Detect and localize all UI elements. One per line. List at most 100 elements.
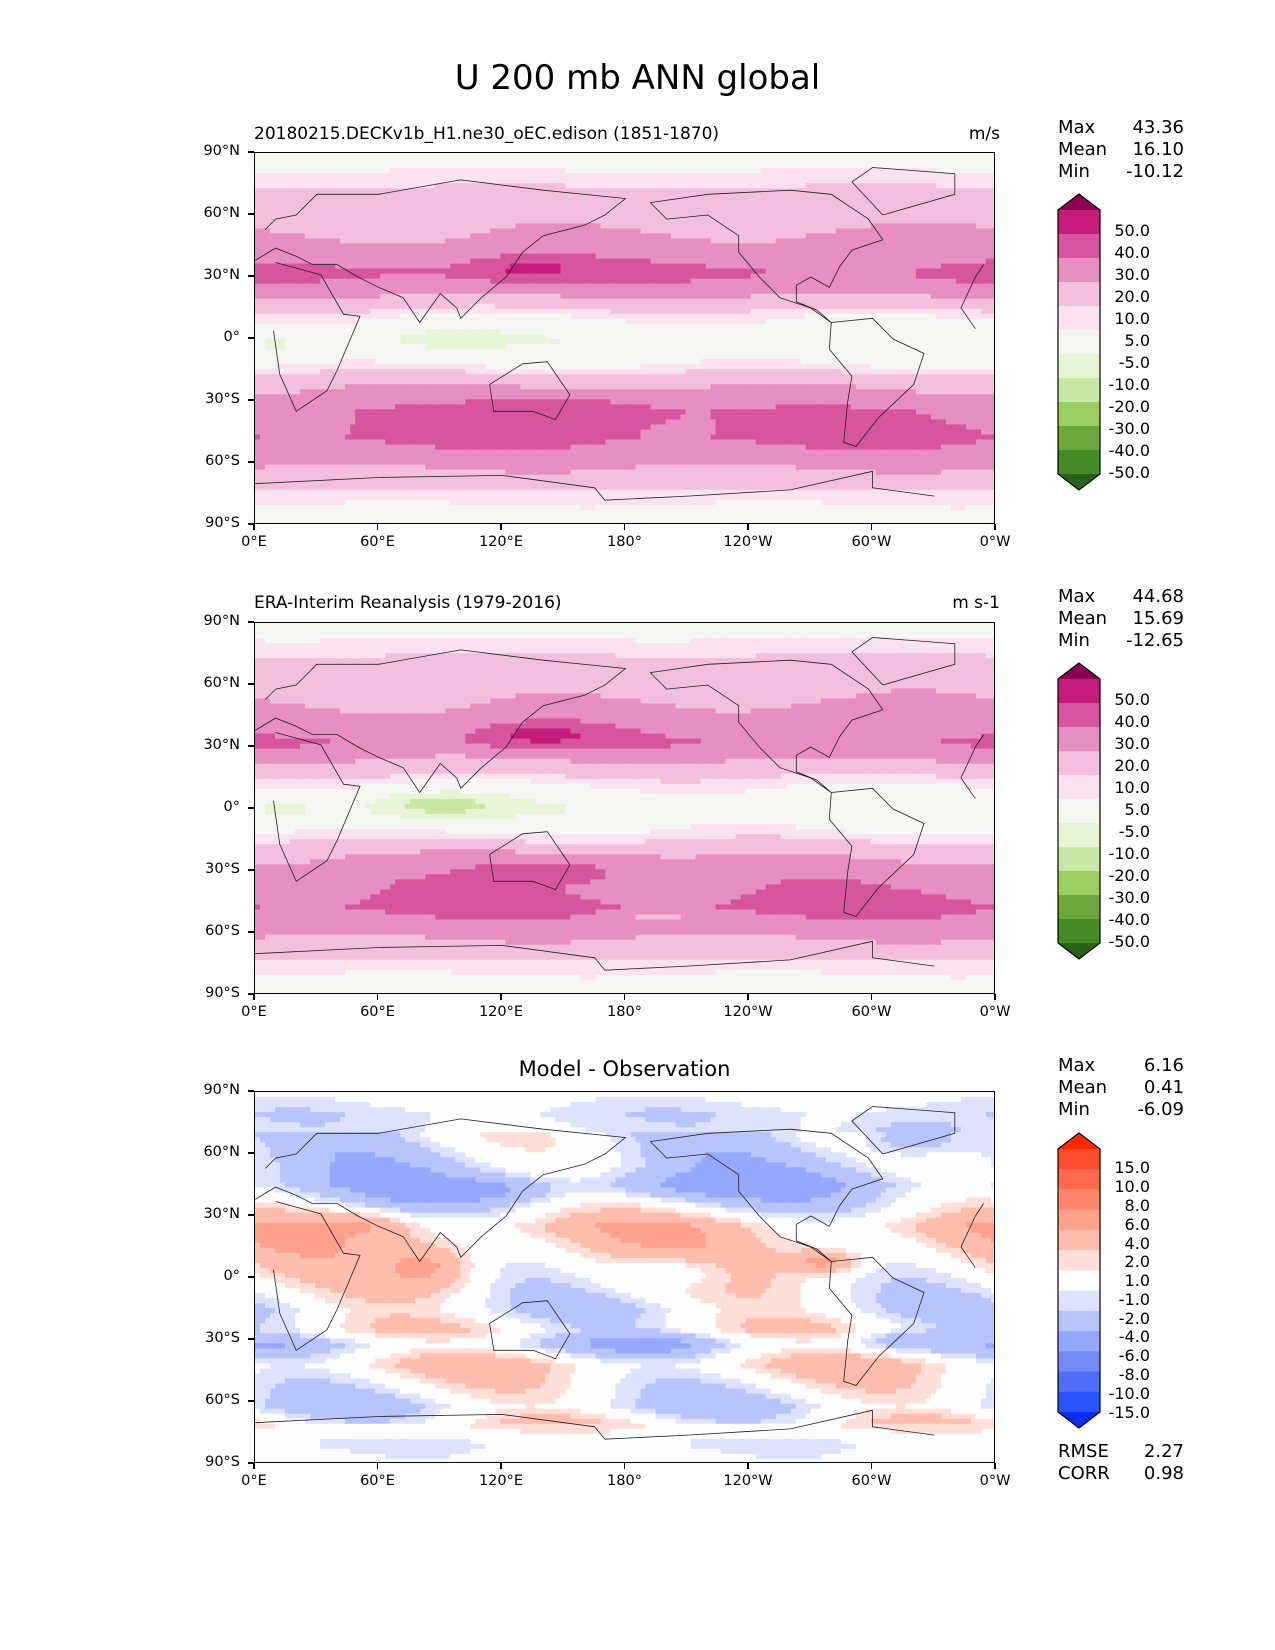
contour-cell	[320, 168, 326, 174]
contour-cell	[620, 313, 627, 320]
contour-cell	[520, 173, 526, 179]
contour-cell	[380, 168, 386, 174]
contour-cell	[510, 253, 516, 260]
contour-cell	[580, 203, 587, 209]
contour-cell	[905, 298, 912, 305]
contour-cell	[570, 163, 577, 169]
contour-cell	[895, 263, 902, 270]
contour-cell	[750, 293, 757, 300]
contour-cell	[985, 213, 992, 219]
contour-cell	[775, 283, 782, 290]
contour-cell	[515, 188, 521, 194]
contour-cell	[845, 293, 852, 300]
contour-cell	[725, 303, 732, 310]
contour-cell	[565, 248, 572, 255]
contour-cell	[295, 318, 301, 325]
contour-cell	[725, 288, 732, 295]
contour-cell	[850, 153, 857, 159]
contour-cell	[405, 178, 411, 184]
contour-cell	[645, 193, 652, 199]
contour-cell	[535, 213, 541, 219]
contour-cell	[585, 218, 592, 224]
contour-cell	[535, 193, 541, 199]
contour-cell	[650, 218, 657, 224]
contour-cell	[655, 168, 662, 174]
contour-cell	[815, 158, 822, 164]
contour-cell	[755, 313, 762, 320]
contour-cell	[815, 168, 822, 174]
contour-cell	[760, 293, 767, 300]
contour-cell	[480, 233, 486, 240]
contour-cell	[405, 183, 411, 189]
contour-cell	[780, 208, 787, 214]
contour-cell	[305, 198, 311, 204]
contour-cell	[430, 198, 436, 204]
contour-cell	[865, 248, 872, 255]
contour-cell	[640, 203, 647, 209]
contour-cell	[870, 298, 877, 305]
contour-cell	[730, 303, 737, 310]
contour-cell	[705, 293, 712, 300]
contour-cell	[710, 168, 717, 174]
contour-cell	[725, 263, 732, 270]
contour-cell	[590, 203, 597, 209]
contour-cell	[440, 263, 446, 270]
contour-cell	[835, 198, 842, 204]
contour-cell	[660, 218, 667, 224]
contour-cell	[535, 218, 541, 224]
contour-cell	[660, 203, 667, 209]
contour-cell	[360, 313, 366, 320]
contour-cell	[610, 158, 617, 164]
contour-cell	[280, 223, 286, 230]
contour-cell	[755, 223, 762, 230]
contour-cell	[805, 223, 812, 230]
contour-cell	[335, 238, 341, 245]
contour-cell	[770, 218, 777, 224]
contour-cell	[690, 173, 697, 179]
contour-cell	[600, 203, 607, 209]
contour-cell	[295, 218, 301, 224]
contour-cell	[590, 213, 597, 219]
contour-cell	[980, 278, 987, 285]
contour-cell	[650, 303, 657, 310]
contour-cell	[310, 158, 316, 164]
contour-cell	[480, 173, 486, 179]
contour-cell	[310, 218, 316, 224]
contour-cell	[870, 268, 877, 275]
contour-cell	[500, 293, 506, 300]
contour-cell	[350, 213, 356, 219]
contour-cell	[555, 308, 562, 315]
contour-cell	[430, 153, 436, 159]
contour-cell	[500, 158, 506, 164]
contour-cell	[950, 258, 957, 265]
contour-cell	[270, 253, 276, 260]
contour-cell	[365, 263, 371, 270]
contour-cell	[770, 178, 777, 184]
contour-cell	[805, 173, 812, 179]
contour-cell	[715, 163, 722, 169]
contour-cell	[595, 183, 602, 189]
contour-cell	[860, 253, 867, 260]
contour-cell	[295, 198, 301, 204]
contour-cell	[920, 158, 927, 164]
contour-cell	[545, 298, 551, 305]
contour-cell	[290, 213, 296, 219]
contour-cell	[550, 158, 557, 164]
contour-cell	[650, 223, 657, 230]
contour-cell	[730, 198, 737, 204]
contour-cell	[270, 313, 276, 320]
contour-cell	[865, 188, 872, 194]
contour-cell	[735, 203, 742, 209]
contour-cell	[545, 278, 551, 285]
contour-cell	[855, 248, 862, 255]
contour-cell	[475, 213, 481, 219]
contour-cell	[700, 293, 707, 300]
contour-cell	[625, 268, 632, 275]
contour-cell	[500, 233, 506, 240]
contour-cell	[675, 153, 682, 159]
contour-cell	[990, 223, 994, 230]
contour-cell	[840, 253, 847, 260]
contour-cell	[555, 223, 562, 230]
contour-cell	[770, 283, 777, 290]
contour-cell	[295, 188, 301, 194]
